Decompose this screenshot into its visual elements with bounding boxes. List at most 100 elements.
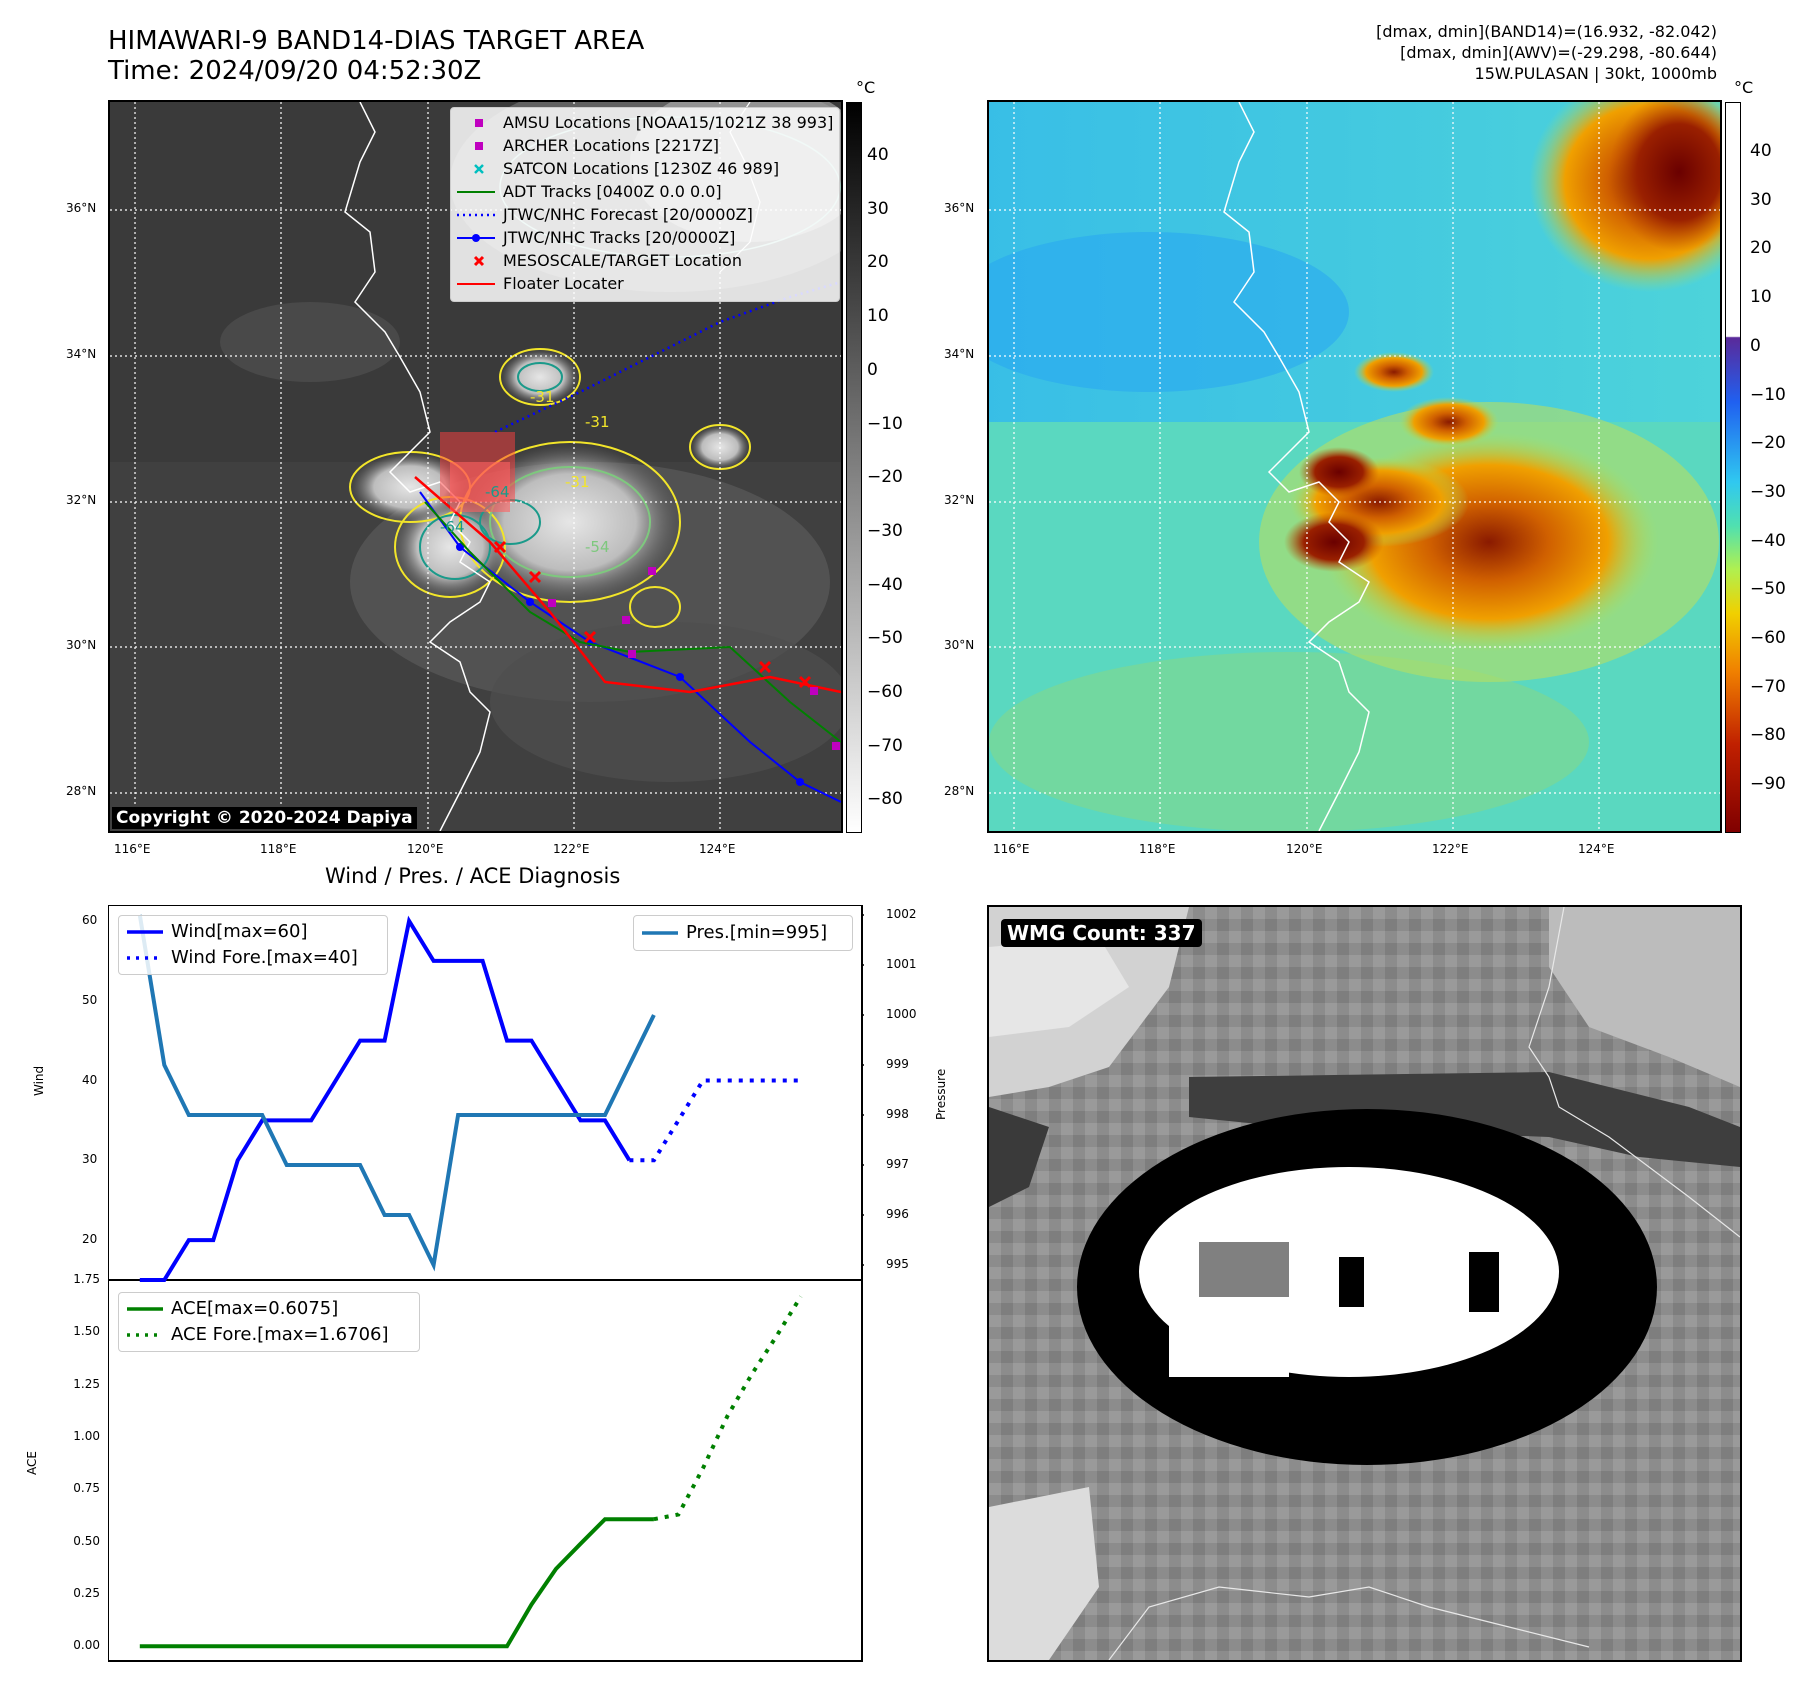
lon-label: 118°E: [260, 842, 297, 856]
colorbar-tick: 20: [1750, 238, 1772, 259]
lon-label: 120°E: [407, 842, 444, 856]
awv-colorbar: [1725, 102, 1741, 833]
axis-tick-label: 40: [82, 1072, 98, 1087]
axis-tick-label: 1001: [886, 957, 917, 971]
colorbar-tick: −20: [867, 467, 903, 488]
colorbar-tick: 30: [1750, 189, 1772, 210]
lat-label: 30°N: [66, 638, 97, 652]
colorbar-tick: 10: [1750, 287, 1772, 308]
axis-tick-label: 0.25: [73, 1586, 100, 1600]
colorbar-tick: 10: [867, 306, 889, 327]
wind-axis-label: Wind: [32, 1065, 46, 1096]
figure-title: HIMAWARI-9 BAND14-DIAS TARGET AREA: [108, 26, 645, 56]
colorbar-tick: −40: [867, 574, 903, 595]
colorbar-tick: −40: [1750, 530, 1786, 551]
legend-item-floater: Floater Locater: [457, 274, 624, 293]
colorbar-tick: −70: [1750, 676, 1786, 697]
storm-info: 15W.PULASAN | 30kt, 1000mb: [1474, 64, 1717, 83]
lon-label: 118°E: [1139, 842, 1176, 856]
ace-series-line-1: [653, 1295, 803, 1522]
lon-label: 116°E: [993, 842, 1030, 856]
colorbar-tick: −30: [1750, 481, 1786, 502]
lat-label: 28°N: [944, 784, 975, 798]
axis-tick-label: 995: [886, 1257, 909, 1271]
colorbar-tick: −80: [867, 789, 903, 810]
lat-label: 30°N: [944, 638, 975, 652]
axis-tick-label: 1.50: [73, 1324, 100, 1339]
awv-map: [987, 100, 1722, 833]
axis-tick-label: 997: [886, 1157, 909, 1171]
lon-label: 124°E: [699, 842, 736, 856]
colorbar-tick: −70: [867, 735, 903, 756]
axis-tick-label: 998: [886, 1107, 909, 1121]
legend-item-ace-forecast: ACE Fore.[max=1.6706]: [127, 1324, 389, 1345]
colorbar-tick: −10: [1750, 384, 1786, 405]
colorbar-tick: 40: [1750, 141, 1772, 161]
band14-colorbar: [846, 102, 862, 833]
colorbar-tick: 20: [867, 252, 889, 273]
diagnosis-chart-svg: [102, 904, 868, 1662]
ace-axis-label: ACE: [25, 1451, 39, 1475]
lat-label: 36°N: [944, 201, 975, 215]
colorbar-tick: −10: [867, 413, 903, 434]
ace-legend: ACE[max=0.6075] ACE Fore.[max=1.6706]: [118, 1292, 420, 1352]
legend-item-adt: ADT Tracks [0400Z 0.0 0.0]: [457, 182, 722, 201]
legend-item-jtwc-tracks: JTWC/NHC Tracks [20/0000Z]: [451, 227, 839, 249]
colorbar-tick: 0: [867, 359, 878, 380]
diagnosis-chart: [102, 904, 868, 1663]
contour-label: -31: [565, 473, 590, 491]
stats-band14: [dmax, dmin](BAND14)=(16.932, -82.042): [1376, 22, 1717, 41]
contour-label: -64: [485, 483, 510, 501]
wmg-image: WMG Count: 337: [987, 905, 1742, 1662]
figure-time: Time: 2024/09/20 04:52:30Z: [108, 56, 482, 86]
colorbar-tick: −30: [867, 520, 903, 541]
legend-item-pressure: Pres.[min=995]: [642, 922, 828, 943]
diagnosis-title: Wind / Pres. / ACE Diagnosis: [325, 864, 621, 888]
colorbar-tick: 0: [1750, 335, 1761, 356]
series-line-0: [139, 915, 632, 1282]
axis-tick-label: 60: [82, 912, 98, 927]
lon-label: 120°E: [1286, 842, 1323, 856]
axis-tick-label: 1.00: [73, 1429, 100, 1443]
lat-label: 36°N: [66, 201, 97, 215]
map-legend: AMSU Locations [NOAA15/1021Z 38 993] ARC…: [450, 107, 840, 302]
wmg-count-badge: WMG Count: 337: [1001, 919, 1202, 947]
colorbar-tick: −60: [1750, 628, 1786, 648]
colorbar-tick: −20: [1750, 433, 1786, 454]
legend-item-target: MESOSCALE/TARGET Location: [451, 250, 839, 272]
series-line-1: [629, 1078, 801, 1163]
pressure-legend: Pres.[min=995]: [633, 915, 853, 951]
colorbar-unit: °C: [1734, 78, 1754, 97]
legend-item-archer: ARCHER Locations [2217Z]: [451, 135, 839, 157]
axis-tick-label: 1.75: [73, 1272, 100, 1286]
contour-label: -54: [585, 538, 610, 556]
colorbar-tick: −50: [867, 628, 903, 649]
lat-label: 28°N: [66, 784, 97, 798]
legend-item-ace: ACE[max=0.6075]: [127, 1298, 339, 1319]
axis-tick-label: 999: [886, 1057, 909, 1071]
lon-label: 122°E: [1432, 842, 1469, 856]
legend-item-amsu: AMSU Locations [NOAA15/1021Z 38 993]: [451, 112, 839, 134]
contour-label: -64: [440, 518, 465, 536]
copyright-label: Copyright © 2020-2024 Dapiya: [112, 807, 417, 829]
awv-map-image: [989, 102, 1720, 831]
wmg-image-svg: [989, 907, 1740, 1660]
colorbar-tick: −50: [1750, 579, 1786, 600]
legend-item-satcon: SATCON Locations [1230Z 46 989]: [451, 158, 839, 180]
axis-tick-label: 1.25: [73, 1376, 100, 1391]
axis-tick-label: 0.00: [73, 1638, 100, 1653]
axis-tick-label: 30: [82, 1152, 98, 1167]
colorbar-unit: °C: [856, 78, 876, 97]
legend-item-wind: Wind[max=60]: [127, 921, 308, 942]
axis-tick-label: 1000: [886, 1007, 917, 1021]
axis-tick-label: 1002: [886, 907, 917, 921]
lon-label: 116°E: [114, 842, 151, 856]
axis-tick-label: 50: [82, 992, 98, 1007]
colorbar-tick: 40: [867, 145, 889, 165]
ace-series-line-0: [139, 1517, 654, 1649]
axis-tick-label: 0.50: [73, 1533, 100, 1548]
series-line-2: [137, 914, 656, 1272]
axis-tick-label: 996: [886, 1207, 909, 1221]
legend-item-jtwc-forecast: JTWC/NHC Forecast [20/0000Z]: [457, 205, 753, 224]
colorbar-tick: −60: [867, 682, 903, 702]
